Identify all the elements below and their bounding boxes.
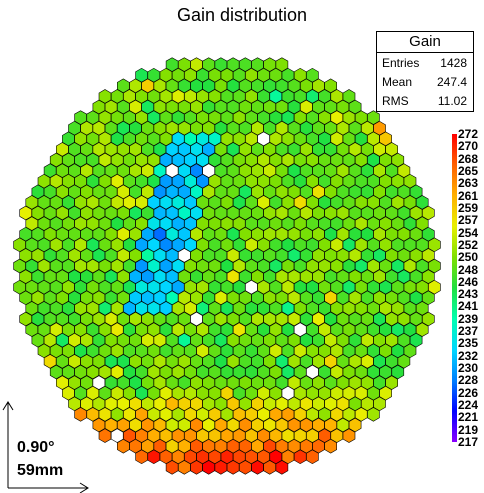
hex-cell	[348, 417, 362, 433]
hex-cell	[275, 57, 289, 72]
hex-cell	[421, 311, 435, 327]
hex-cell	[428, 279, 441, 295]
hex-cell	[178, 460, 191, 475]
hex-cell	[251, 460, 264, 475]
hex-cells	[13, 57, 441, 475]
colorbar-tick-label: 272	[458, 127, 479, 141]
stats-value: 247.4	[436, 75, 467, 89]
hex-cell	[391, 152, 405, 168]
stats-row-mean: Mean 247.4	[382, 73, 467, 92]
colorbar-tick-label: 241	[458, 299, 479, 314]
stats-label: Mean	[382, 75, 413, 89]
hex-cell	[324, 78, 338, 94]
colorbar-tick-label: 246	[458, 274, 479, 289]
scale-indicator	[2, 401, 89, 493]
hex-cell	[397, 354, 411, 369]
stats-box: Gain Entries 1428 Mean 247.4 RMS 11.02	[376, 31, 474, 112]
colorbar-tick-label: 257	[458, 213, 479, 228]
colorbar-tick-label: 232	[458, 348, 479, 363]
scale-angle-label: 0.90°	[17, 439, 55, 456]
hex-cell	[415, 322, 429, 337]
hex-cell	[293, 449, 307, 465]
hex-cell	[275, 460, 289, 475]
hex-cell	[214, 460, 228, 475]
hex-cell	[342, 428, 356, 443]
hex-cell	[391, 364, 405, 380]
colorbar-tick-label: 268	[458, 151, 479, 166]
hex-cell	[147, 449, 161, 465]
stats-label: RMS	[382, 94, 409, 108]
colorbar-tick-label: 248	[458, 262, 479, 277]
colorbar-tick-label: 235	[458, 336, 479, 351]
stats-row-entries: Entries 1428	[382, 54, 467, 73]
colorbar-tick-label: 219	[458, 422, 479, 437]
scale-arrowhead-right	[79, 482, 89, 493]
colorbar-tick-label: 217	[458, 435, 479, 449]
colorbar-tick-label: 230	[458, 361, 479, 376]
hex-cell	[165, 460, 179, 475]
colorbar-tick-label: 250	[458, 250, 479, 265]
hex-cell	[421, 248, 435, 263]
colorbar-tick-label: 237	[458, 324, 479, 339]
colorbar-tick-label: 221	[458, 410, 479, 425]
colorbar-tick-label: 228	[458, 373, 479, 388]
hex-cell	[421, 269, 435, 284]
stats-value: 11.02	[437, 94, 467, 108]
colorbar-tick-label: 239	[458, 311, 479, 326]
colorbar-tick-label: 263	[458, 176, 479, 191]
colorbar-tick-label: 254	[458, 225, 479, 240]
hex-cell	[306, 449, 319, 465]
hex-cell	[226, 460, 240, 475]
hex-cell	[306, 67, 319, 83]
hex-cell	[202, 460, 215, 475]
colorbar-tick-label: 259	[458, 200, 479, 215]
chart-title: Gain distribution	[176, 5, 308, 25]
hex-cell	[367, 407, 380, 422]
hex-cell	[239, 460, 252, 475]
hex-cell	[324, 438, 338, 454]
colorbar	[452, 134, 457, 442]
colorbar-tick-label: 252	[458, 237, 479, 252]
hex-cell	[367, 110, 380, 125]
colorbar-tick-label: 261	[458, 188, 479, 203]
hex-cell	[135, 449, 148, 465]
stats-label: Entries	[382, 56, 420, 70]
hex-cell	[385, 375, 399, 390]
colorbar-tick-label: 265	[458, 163, 479, 178]
colorbar-tick-label: 224	[458, 398, 479, 413]
stats-header: Gain	[377, 32, 473, 53]
hex-cell	[415, 301, 429, 316]
scale-arrowhead-up	[2, 401, 14, 411]
colorbar-tick-label: 226	[458, 385, 479, 400]
stats-value: 1428	[440, 56, 467, 70]
scale-length-label: 59mm	[17, 462, 64, 479]
stats-row-rms: RMS 11.02	[382, 92, 467, 111]
colorbar-tick-label: 243	[458, 287, 479, 302]
colorbar-tick-label: 270	[458, 139, 479, 154]
hex-cell	[190, 460, 203, 475]
hex-cell	[428, 258, 441, 274]
hex-cell	[409, 332, 423, 348]
hex-cell	[263, 460, 277, 475]
